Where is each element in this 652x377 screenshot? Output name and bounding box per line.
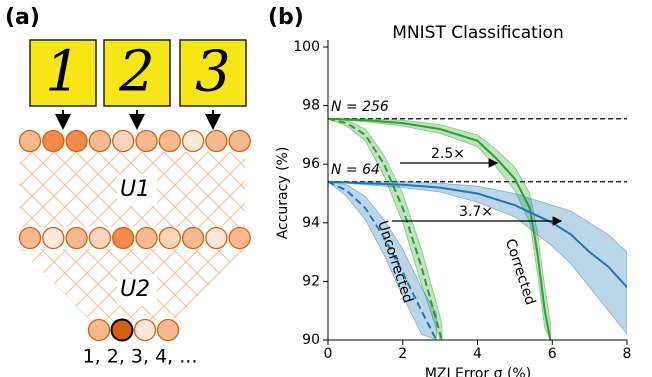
panel-label: (a) (5, 5, 40, 30)
neuron (206, 228, 227, 249)
y-tick-label: 92 (302, 273, 320, 289)
neuron (136, 228, 157, 249)
annotation: Corrected (502, 237, 538, 307)
neuron (89, 131, 110, 152)
neuron (206, 131, 227, 152)
neuron (20, 131, 41, 152)
neuron (159, 228, 180, 249)
y-axis-label: Accuracy (%) (275, 147, 291, 240)
output-neuron (89, 320, 110, 341)
x-tick-label: 6 (548, 346, 557, 362)
mesh-line (0, 140, 22, 340)
neuron (136, 131, 157, 152)
x-tick-label: 2 (398, 346, 407, 362)
output-neuron (112, 320, 133, 341)
chart-title: MNIST Classification (392, 23, 563, 43)
mesh-line (0, 140, 22, 340)
digit: 2 (118, 40, 155, 105)
figure: (a) 123U1U21, 2, 3, 4, ... (b) MNIST Cla… (0, 0, 652, 377)
neuron (43, 228, 64, 249)
output-neuron (158, 320, 179, 341)
output-label: 1, 2, 3, 4, ... (83, 346, 198, 368)
neuron (183, 228, 204, 249)
x-tick-label: 4 (473, 346, 482, 362)
neuron (43, 131, 64, 152)
output-neuron (135, 320, 156, 341)
plot-area (328, 119, 627, 340)
y-tick-label: 100 (293, 39, 320, 55)
neuron (183, 131, 204, 152)
neuron (89, 228, 110, 249)
layer-label: U2 (120, 277, 150, 302)
y-tick-label: 96 (302, 156, 320, 172)
digit: 1 (45, 40, 81, 105)
y-tick-label: 98 (302, 98, 320, 114)
neuron (159, 131, 180, 152)
panel-label: (b) (268, 5, 304, 30)
x-axis-label: MZI Error σ (%) (425, 366, 531, 377)
annotation: 3.7× (459, 204, 493, 220)
y-tick-label: 94 (302, 215, 320, 231)
mesh-line (0, 140, 22, 340)
neuron (66, 228, 87, 249)
annotation: N = 256 (331, 99, 389, 115)
neuron (229, 228, 250, 249)
x-tick-label: 0 (324, 346, 333, 362)
mesh-line (0, 140, 22, 340)
neuron (66, 131, 87, 152)
layer-label: U1 (120, 177, 150, 202)
y-tick-label: 90 (302, 332, 320, 348)
neuron (229, 131, 250, 152)
x-tick-label: 8 (623, 346, 632, 362)
annotation: N = 64 (331, 162, 380, 178)
digit: 3 (195, 40, 231, 105)
neuron (113, 228, 134, 249)
neuron (113, 131, 134, 152)
neuron (20, 228, 41, 249)
annotation: 2.5× (431, 146, 465, 162)
